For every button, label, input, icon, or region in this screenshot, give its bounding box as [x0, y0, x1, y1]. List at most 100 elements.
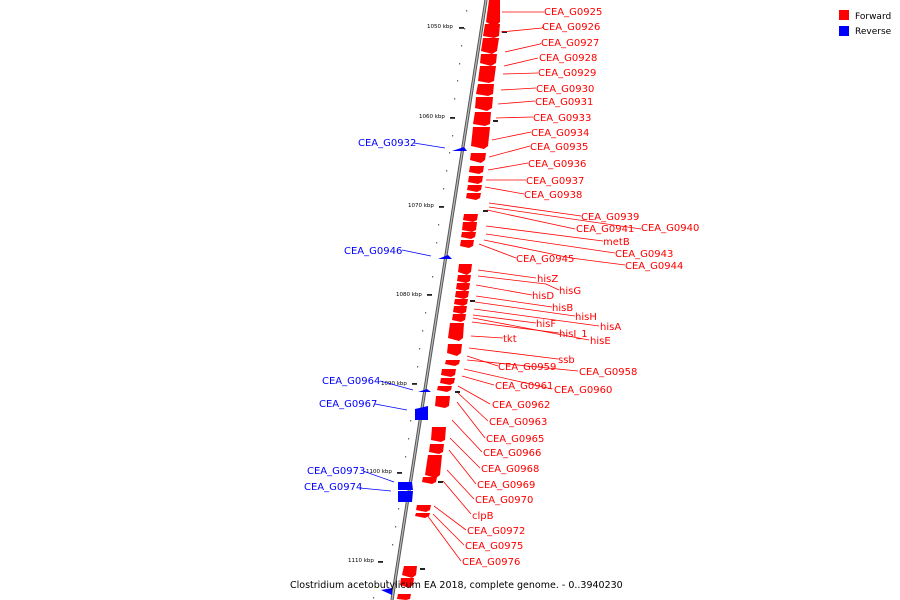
gene-label[interactable]: tkt	[503, 334, 517, 345]
gene-block[interactable]	[470, 153, 486, 163]
gene-label[interactable]: hisD	[532, 291, 554, 302]
gene-label[interactable]: CEA_G0962	[492, 400, 550, 411]
gene-block[interactable]	[458, 264, 472, 275]
gene-label[interactable]: CEA_G0938	[524, 190, 582, 201]
gene-label[interactable]: CEA_G0976	[462, 557, 520, 568]
gene-block[interactable]	[466, 193, 481, 200]
gene-label[interactable]: ssb	[558, 355, 575, 366]
gene-label[interactable]: CEA_G0966	[483, 448, 541, 459]
gene-block[interactable]	[429, 444, 444, 454]
gene-label[interactable]: CEA_G0945	[516, 254, 574, 265]
gene-block[interactable]	[463, 214, 478, 222]
gene-label[interactable]: CEA_G0926	[542, 22, 600, 33]
gene-label[interactable]: CEA_G0972	[467, 526, 525, 537]
gene-label[interactable]: hisI_1	[559, 329, 588, 340]
gene-label[interactable]: hisF	[536, 319, 556, 330]
gene-label[interactable]: CEA_G0961	[495, 381, 553, 392]
gene-block[interactable]	[471, 127, 490, 149]
gene-block[interactable]	[402, 566, 417, 578]
gene-label[interactable]: CEA_G0940	[641, 223, 699, 234]
gene-block[interactable]	[435, 396, 450, 408]
gene-label[interactable]: hisA	[600, 322, 621, 333]
gene-block[interactable]	[468, 176, 483, 184]
gene-label[interactable]: hisH	[575, 312, 597, 323]
gene-label[interactable]: CEA_G0944	[625, 261, 683, 272]
gene-label[interactable]: CEA_G0929	[538, 68, 596, 79]
gene-block[interactable]	[398, 491, 413, 502]
gene-block[interactable]	[473, 112, 491, 126]
gene-label[interactable]: clpB	[472, 511, 494, 522]
gene-block[interactable]	[431, 427, 446, 442]
gene-label[interactable]: CEA_G0927	[541, 38, 599, 49]
gene-block[interactable]	[437, 386, 452, 392]
gene-label[interactable]: CEA_G0925	[544, 7, 602, 18]
gene-label[interactable]: CEA_G0960	[554, 385, 612, 396]
gene-label[interactable]: CEA_G0958	[579, 367, 637, 378]
gene-label[interactable]: CEA_G0931	[535, 97, 593, 108]
gene-label[interactable]: CEA_G0970	[475, 495, 533, 506]
gene-label[interactable]: CEA_G0941	[576, 224, 634, 235]
gene-label[interactable]: metB	[603, 237, 630, 248]
gene-block[interactable]	[398, 482, 413, 490]
gene-block[interactable]	[416, 505, 431, 512]
gene-label[interactable]: CEA_G0967	[319, 399, 377, 410]
gene-block[interactable]	[476, 84, 494, 96]
gene-block[interactable]	[445, 360, 460, 366]
gene-block[interactable]	[460, 240, 474, 248]
gene-label[interactable]: CEA_G0969	[477, 480, 535, 491]
gene-label[interactable]: CEA_G0935	[530, 142, 588, 153]
gene-block[interactable]	[415, 406, 428, 420]
gene-block[interactable]	[486, 0, 500, 27]
gene-block[interactable]	[457, 275, 471, 283]
gene-label[interactable]: CEA_G0930	[536, 84, 594, 95]
gene-label[interactable]: CEA_G0939	[581, 212, 639, 223]
gene-block[interactable]	[381, 588, 392, 595]
gene-label[interactable]: CEA_G0959	[498, 362, 556, 373]
gene-label[interactable]: CEA_G0975	[465, 541, 523, 552]
gene-label[interactable]: CEA_G0933	[533, 113, 591, 124]
gene-label[interactable]: CEA_G0934	[531, 128, 589, 139]
gene-block[interactable]	[467, 185, 482, 192]
gene-label[interactable]: CEA_G0964	[322, 376, 380, 387]
gene-label[interactable]: CEA_G0937	[526, 176, 584, 187]
gene-block[interactable]	[481, 38, 499, 54]
gene-block[interactable]	[418, 389, 431, 392]
gene-label[interactable]: CEA_G0965	[486, 434, 544, 445]
gene-block[interactable]	[452, 147, 467, 151]
gene-label[interactable]: CEA_G0973	[307, 466, 365, 477]
gene-block[interactable]	[456, 283, 470, 291]
gene-label[interactable]: CEA_G0928	[539, 53, 597, 64]
gene-label[interactable]: CEA_G0936	[528, 159, 586, 170]
gene-label[interactable]: hisG	[559, 286, 581, 297]
gene-block[interactable]	[422, 477, 437, 484]
gene-block[interactable]	[447, 344, 462, 356]
gene-label[interactable]: hisZ	[537, 274, 558, 285]
gene-block[interactable]	[462, 222, 477, 232]
gene-block[interactable]	[455, 291, 469, 299]
gene-label[interactable]: CEA_G0946	[344, 246, 402, 257]
gene-label[interactable]: hisB	[552, 303, 573, 314]
gene-block[interactable]	[425, 455, 442, 478]
gene-block[interactable]	[461, 232, 476, 239]
gene-block[interactable]	[438, 255, 452, 259]
gene-label[interactable]: hisE	[590, 336, 611, 347]
gene-label[interactable]: CEA_G0963	[489, 417, 547, 428]
gene-block[interactable]	[483, 24, 500, 38]
gene-block[interactable]	[469, 166, 484, 174]
gene-label[interactable]: CEA_G0943	[615, 249, 673, 260]
gene-label[interactable]: CEA_G0968	[481, 464, 539, 475]
gene-block[interactable]	[441, 369, 456, 377]
gene-block[interactable]	[448, 323, 464, 341]
gene-block[interactable]	[440, 378, 455, 385]
gene-block[interactable]	[400, 578, 414, 588]
gene-label[interactable]: CEA_G0932	[358, 138, 416, 149]
gene-block[interactable]	[397, 594, 411, 600]
gene-block[interactable]	[454, 299, 468, 306]
gene-block[interactable]	[475, 97, 493, 111]
gene-block[interactable]	[452, 314, 466, 322]
gene-block[interactable]	[415, 513, 430, 518]
gene-block[interactable]	[480, 54, 497, 66]
gene-label[interactable]: CEA_G0974	[304, 482, 362, 493]
gene-block[interactable]	[453, 306, 467, 314]
gene-block[interactable]	[478, 66, 496, 83]
